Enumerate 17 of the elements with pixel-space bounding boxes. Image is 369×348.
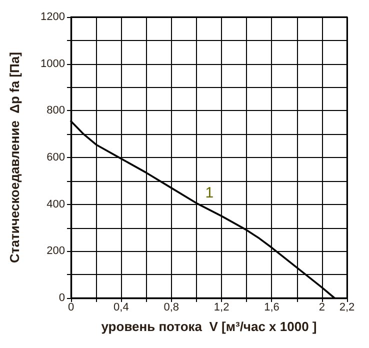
x-tick-label: 2	[318, 302, 325, 314]
series-label: 1	[205, 184, 214, 202]
x-axis-title: уровень потока V [м³/час x 1000 ]	[101, 319, 317, 334]
y-tick-label: 800	[46, 104, 65, 117]
y-tick-label: 0	[58, 292, 65, 304]
y-tick-label: 200	[46, 245, 65, 258]
x-tick-label: 0,4	[114, 302, 129, 314]
y-tick-label: 1200	[40, 11, 65, 23]
y-axis-title: Статическоедавление Δp fa [Па]	[7, 52, 22, 263]
y-tick-label: 600	[46, 152, 65, 164]
y-tick-label: 1000	[40, 58, 65, 70]
x-tick-label: 0	[68, 302, 74, 314]
x-tick-label: 0,8	[164, 302, 180, 314]
x-tick-label: 1,2	[214, 302, 230, 314]
x-tick-label: 1,6	[264, 302, 280, 314]
x-tick-label: 2,2	[339, 302, 355, 314]
y-tick-label: 400	[46, 198, 65, 210]
